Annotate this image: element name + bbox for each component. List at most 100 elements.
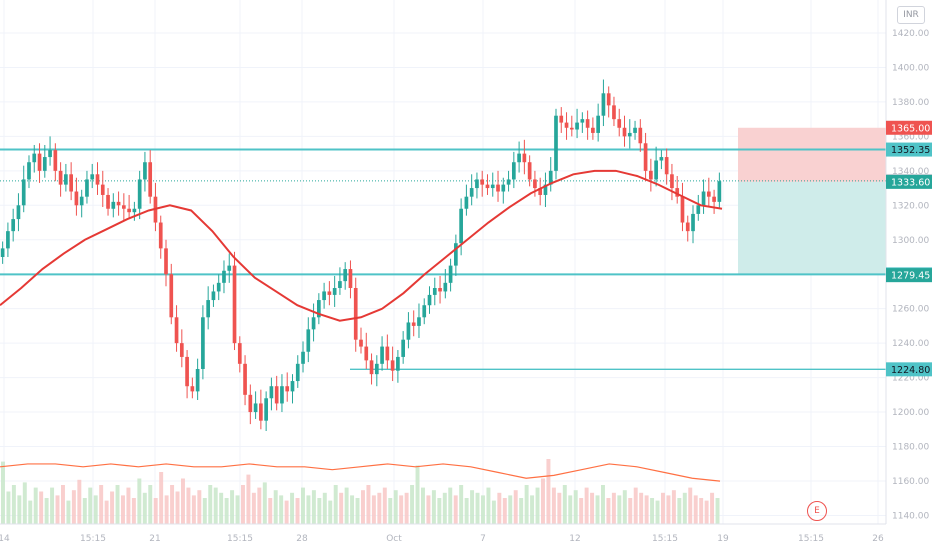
candle-body [717, 181, 722, 202]
volume-bar [415, 465, 420, 524]
volume-bar [241, 485, 245, 524]
candle-body [248, 394, 253, 413]
volume-bar [682, 492, 687, 524]
candle-body [606, 93, 611, 106]
candle-body [517, 153, 521, 163]
candle-body [0, 248, 5, 257]
candle-body [438, 288, 442, 292]
volume-bar [382, 487, 387, 524]
price-label-text: 1333.60 [891, 177, 930, 188]
volume-bar [617, 495, 622, 524]
volume-bar [333, 485, 338, 524]
candle-body [612, 105, 616, 120]
volume-bar [666, 495, 671, 524]
candle-body [21, 179, 26, 206]
volume-bar [639, 492, 644, 524]
time-axis[interactable]: 14 15:15 21 15:15 28 Oct 7 12 15:15 19 15:15 26 [0, 523, 886, 544]
volume-bar [208, 485, 213, 524]
volume-bar [71, 490, 76, 524]
currency-badge[interactable]: INR [897, 6, 925, 24]
volume-bar [284, 500, 289, 524]
earnings-marker[interactable]: E [807, 501, 827, 521]
candle-body [496, 184, 500, 192]
volume-bar [513, 490, 518, 524]
candle-body [448, 265, 453, 283]
volume-bar [546, 459, 551, 524]
candle-body [696, 205, 701, 214]
volume-bar [519, 498, 524, 524]
price-tick-label: 1300.00 [892, 236, 929, 246]
grid-layer [0, 0, 886, 524]
candle-body [469, 188, 474, 197]
candle-body [85, 179, 89, 197]
candle-body [11, 219, 16, 232]
volume-bar [459, 485, 464, 524]
candle-body [649, 170, 653, 180]
volume-bar [693, 495, 698, 524]
volume-bar [715, 498, 720, 524]
candle-body [169, 274, 174, 318]
candle-body [501, 184, 506, 192]
volume-ma-line [0, 463, 721, 482]
candle-body [569, 127, 574, 130]
candle-body [664, 157, 669, 175]
volume-bar [371, 495, 376, 524]
time-tick-label: 12 [569, 534, 580, 544]
candle-body [127, 208, 131, 213]
volume-bar [710, 492, 715, 524]
volume-bar [524, 485, 529, 524]
volume-bar [55, 495, 60, 524]
volume-bar [159, 472, 164, 524]
price-tick-label: 1220.00 [892, 374, 929, 384]
volume-bar [568, 495, 573, 524]
candle-body [179, 343, 184, 357]
volume-bar [99, 485, 104, 524]
volume-bar [437, 498, 442, 524]
candle-body [264, 398, 268, 421]
candle-body [132, 208, 137, 213]
candle-body [459, 208, 463, 244]
volume-bar [486, 487, 491, 524]
candle-body [69, 174, 73, 192]
volume-bar [273, 490, 278, 524]
volume-bar [366, 485, 371, 524]
candle-body [575, 122, 579, 130]
volume-bar [502, 498, 507, 524]
time-tick-label: 15:15 [652, 534, 678, 544]
candle-body [211, 291, 216, 301]
volume-bar [317, 498, 322, 524]
candle-body [654, 160, 658, 180]
candle-body [222, 270, 226, 283]
candle-body [285, 386, 290, 392]
candle-body [490, 184, 495, 189]
candle-body [227, 265, 232, 271]
volume-bar [142, 492, 147, 524]
horizontal-levels[interactable] [0, 148, 886, 371]
candle-body [201, 317, 205, 369]
volume-bar [77, 479, 82, 524]
price-tick-label: 1320.00 [892, 201, 929, 211]
volume-bar [66, 500, 71, 524]
candle-body [37, 153, 42, 171]
volume-bar [361, 490, 365, 524]
volume-bar [170, 485, 175, 524]
candle-body [659, 157, 664, 161]
volume-bar [704, 500, 709, 524]
candle-body [548, 170, 553, 185]
candle-body [332, 288, 337, 295]
time-tick-label: 7 [480, 534, 486, 544]
price-tick-label: 1200.00 [892, 408, 929, 418]
candle-body [174, 317, 179, 344]
candle-body [259, 403, 263, 421]
volume-bar [606, 498, 611, 524]
volume-bar [470, 490, 475, 524]
candle-body [6, 231, 10, 249]
volume-bar [246, 474, 251, 524]
candle-body [232, 265, 237, 344]
volume-bar [481, 495, 485, 524]
volume-bar [661, 492, 665, 524]
candle-body [90, 174, 95, 180]
candle-body [143, 162, 147, 180]
